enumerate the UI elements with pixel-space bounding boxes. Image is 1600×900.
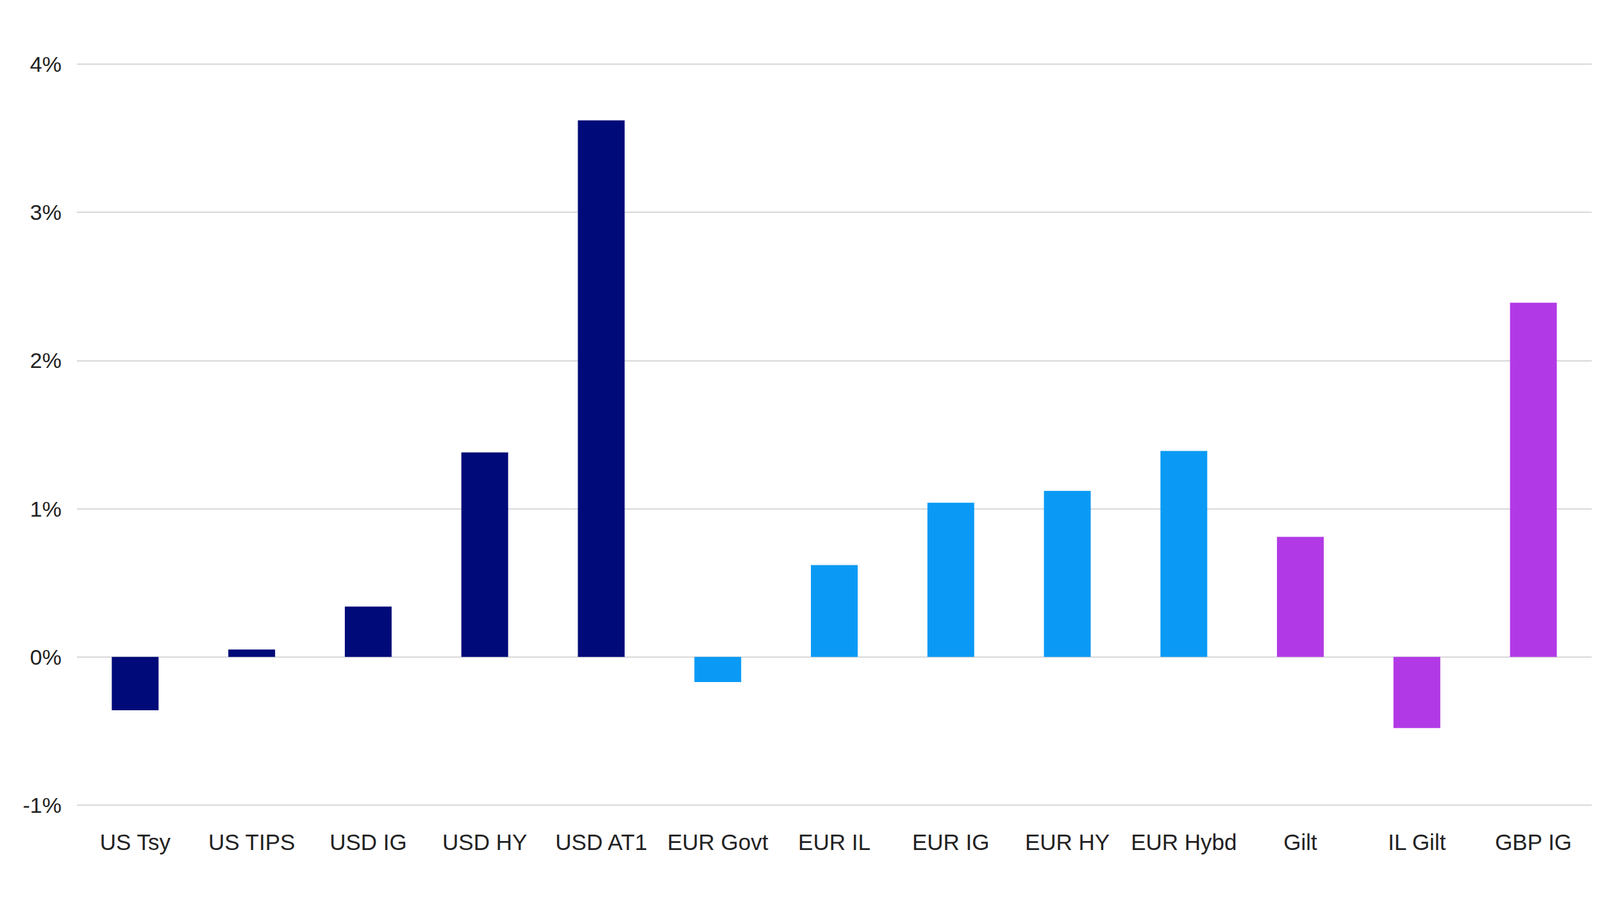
svg-text:USD AT1: USD AT1 [555, 829, 647, 855]
svg-text:Gilt: Gilt [1283, 829, 1318, 855]
svg-text:EUR Hybd: EUR Hybd [1130, 829, 1237, 855]
svg-text:GBP IG: GBP IG [1494, 829, 1572, 855]
svg-text:0%: 0% [30, 644, 62, 670]
svg-text:4%: 4% [30, 51, 62, 77]
svg-text:EUR HY: EUR HY [1025, 829, 1110, 855]
svg-text:EUR IG: EUR IG [912, 829, 990, 855]
svg-text:EUR Govt: EUR Govt [667, 829, 769, 855]
svg-text:US TIPS: US TIPS [208, 829, 296, 855]
svg-text:EUR IL: EUR IL [798, 829, 871, 855]
svg-text:USD IG: USD IG [329, 829, 408, 855]
svg-text:IL Gilt: IL Gilt [1387, 829, 1446, 855]
svg-text:1%: 1% [30, 496, 62, 522]
svg-text:US Tsy: US Tsy [100, 829, 172, 855]
svg-text:USD HY: USD HY [442, 829, 527, 855]
svg-text:3%: 3% [30, 200, 62, 225]
svg-text:-1%: -1% [23, 792, 62, 818]
svg-text:2%: 2% [30, 348, 62, 373]
